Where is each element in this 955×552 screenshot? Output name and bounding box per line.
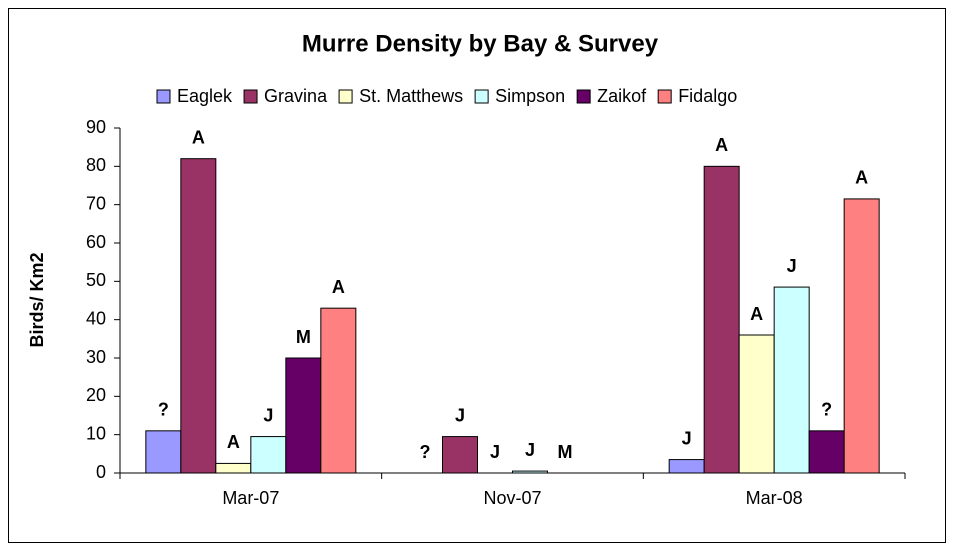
y-tick-label: 60 xyxy=(86,232,106,252)
y-axis-label: Birds/ Km2 xyxy=(27,252,47,347)
legend-label: Zaikof xyxy=(597,86,647,106)
y-tick-label: 70 xyxy=(86,193,106,213)
bar-annotation: ? xyxy=(158,400,169,420)
bar-annotation: A xyxy=(715,135,728,155)
bar xyxy=(843,198,880,474)
bar-annotation: J xyxy=(263,405,273,425)
x-tick-label: Nov-07 xyxy=(483,488,541,508)
legend-swatch xyxy=(243,89,258,104)
legend-label: Gravina xyxy=(264,86,328,106)
legend-swatch xyxy=(657,89,672,104)
bar-annotation: J xyxy=(525,440,535,460)
y-tick-label: 10 xyxy=(86,423,106,443)
legend-swatch xyxy=(474,89,489,104)
bar-annotation: J xyxy=(682,428,692,448)
bar xyxy=(808,430,845,474)
legend-label: St. Matthews xyxy=(359,86,463,106)
legend-swatch xyxy=(338,89,353,104)
chart-title: Murre Density by Bay & Survey xyxy=(302,30,659,57)
bar-annotation: M xyxy=(296,327,311,347)
bar xyxy=(145,430,182,474)
y-tick-label: 30 xyxy=(86,347,106,367)
bar-annotation: ? xyxy=(420,442,431,462)
x-tick-label: Mar-07 xyxy=(222,488,279,508)
y-tick-label: 90 xyxy=(86,117,106,137)
bar xyxy=(320,307,357,474)
bar xyxy=(703,165,740,474)
bar-annotation: J xyxy=(490,442,500,462)
x-tick-label: Mar-08 xyxy=(746,488,803,508)
bar-annotation: J xyxy=(455,405,465,425)
legend-label: Simpson xyxy=(495,86,565,106)
bar-annotation: A xyxy=(855,168,868,188)
bar-annotation: J xyxy=(787,256,797,276)
legend-label: Eaglek xyxy=(177,86,233,106)
y-tick-label: 20 xyxy=(86,385,106,405)
bar xyxy=(773,286,810,474)
y-tick-label: 50 xyxy=(86,270,106,290)
legend-swatch xyxy=(576,89,591,104)
legend-label: Fidalgo xyxy=(678,86,737,106)
bar-annotation: A xyxy=(227,432,240,452)
bar xyxy=(180,158,217,474)
bar xyxy=(215,462,252,474)
bar-annotation: A xyxy=(750,304,763,324)
bar-annotation: A xyxy=(192,127,205,147)
bar xyxy=(738,334,775,474)
bar xyxy=(668,459,705,474)
bar-annotation: ? xyxy=(821,400,832,420)
bar xyxy=(442,436,478,474)
bar-annotation: A xyxy=(332,277,345,297)
bar-annotation: M xyxy=(558,442,573,462)
y-tick-label: 0 xyxy=(96,462,106,482)
legend-swatch xyxy=(156,89,171,104)
bar xyxy=(285,357,322,474)
bar xyxy=(250,436,287,474)
y-tick-label: 40 xyxy=(86,308,106,328)
y-tick-label: 80 xyxy=(86,155,106,175)
